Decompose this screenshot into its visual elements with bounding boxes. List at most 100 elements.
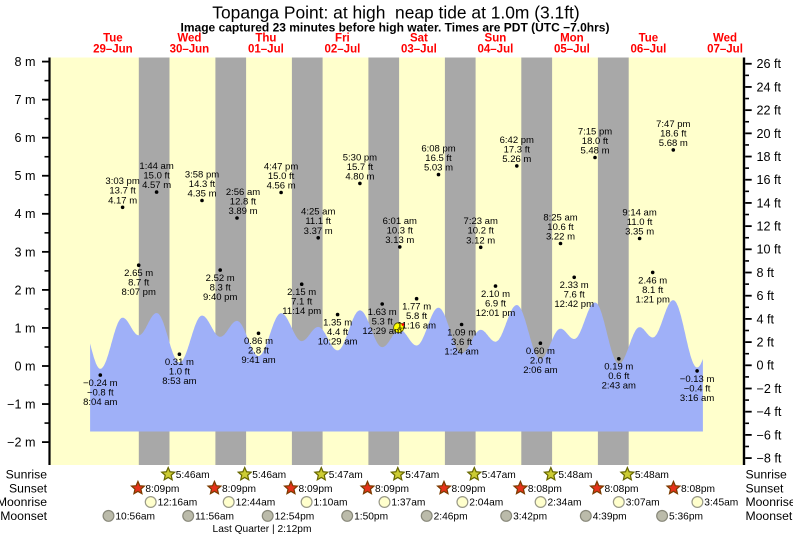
svg-text:−8 ft: −8 ft (757, 451, 782, 465)
svg-text:Tue: Tue (103, 32, 123, 44)
svg-text:5:46am: 5:46am (252, 470, 286, 481)
svg-text:Moonrise: Moonrise (746, 495, 793, 509)
svg-text:12:54pm: 12:54pm (275, 512, 315, 523)
svg-text:Sunrise: Sunrise (746, 468, 788, 482)
svg-text:5.48 m: 5.48 m (580, 146, 609, 157)
svg-text:3:07am: 3:07am (626, 498, 660, 509)
svg-text:3.12 m: 3.12 m (466, 235, 495, 246)
svg-text:3.89 m: 3.89 m (228, 206, 257, 217)
svg-text:12:01 pm: 12:01 pm (476, 308, 516, 319)
svg-text:3.35 m: 3.35 m (625, 227, 654, 238)
svg-text:5:47am: 5:47am (329, 470, 363, 481)
svg-text:3:42pm: 3:42pm (513, 512, 547, 523)
svg-text:9:40 pm: 9:40 pm (203, 292, 237, 303)
svg-text:Moonset: Moonset (0, 509, 47, 523)
svg-text:Wed: Wed (713, 32, 737, 44)
svg-text:8 ft: 8 ft (757, 266, 775, 280)
svg-text:8:04 am: 8:04 am (83, 397, 117, 408)
svg-text:4.35 m: 4.35 m (187, 189, 216, 200)
svg-text:2:06 am: 2:06 am (523, 365, 557, 376)
svg-text:3.37 m: 3.37 m (304, 226, 333, 237)
svg-text:5.68 m: 5.68 m (659, 138, 688, 149)
svg-text:1:24 am: 1:24 am (444, 346, 478, 357)
svg-text:5:48am: 5:48am (635, 470, 669, 481)
svg-text:7 m: 7 m (15, 93, 36, 107)
svg-text:Mon: Mon (560, 32, 584, 44)
svg-text:5:48am: 5:48am (558, 470, 592, 481)
svg-text:4.57 m: 4.57 m (142, 180, 171, 191)
svg-text:Sun: Sun (485, 32, 507, 44)
svg-text:Last Quarter | 2:12pm: Last Quarter | 2:12pm (213, 524, 312, 535)
svg-text:03–Jul: 03–Jul (401, 44, 437, 56)
svg-text:3:45am: 3:45am (704, 498, 738, 509)
svg-text:10 ft: 10 ft (757, 243, 782, 257)
svg-text:11:14 pm: 11:14 pm (282, 306, 321, 317)
svg-text:2:34am: 2:34am (548, 498, 582, 509)
svg-text:22 ft: 22 ft (757, 104, 782, 118)
svg-text:Wed: Wed (177, 32, 201, 44)
svg-text:8:09pm: 8:09pm (299, 484, 333, 495)
svg-text:8:08pm: 8:08pm (605, 484, 639, 495)
svg-text:12:44am: 12:44am (236, 498, 276, 509)
svg-text:Sunset: Sunset (746, 481, 785, 495)
svg-text:Tue: Tue (639, 32, 659, 44)
svg-text:9:41 am: 9:41 am (241, 355, 275, 366)
svg-text:8:09pm: 8:09pm (375, 484, 409, 495)
svg-text:4.56 m: 4.56 m (267, 181, 296, 192)
svg-text:26 ft: 26 ft (757, 57, 782, 71)
svg-text:8:09pm: 8:09pm (452, 484, 486, 495)
svg-text:24 ft: 24 ft (757, 80, 782, 94)
svg-text:12 ft: 12 ft (757, 220, 782, 234)
svg-text:8:09pm: 8:09pm (145, 484, 179, 495)
svg-text:Topanga Point: at high neap t: Topanga Point: at high neap tide at 1.0m… (212, 3, 579, 23)
svg-text:1:37am: 1:37am (391, 498, 425, 509)
svg-text:Fri: Fri (335, 32, 350, 44)
svg-text:01–Jul: 01–Jul (248, 44, 284, 56)
svg-text:5.03 m: 5.03 m (424, 163, 453, 174)
svg-text:4 ft: 4 ft (757, 312, 775, 326)
svg-text:1:10am: 1:10am (314, 498, 348, 509)
svg-text:07–Jul: 07–Jul (707, 44, 743, 56)
svg-text:Moonset: Moonset (746, 509, 793, 523)
svg-text:04–Jul: 04–Jul (477, 44, 513, 56)
svg-text:12:29 am: 12:29 am (362, 326, 402, 337)
svg-text:8:08pm: 8:08pm (528, 484, 562, 495)
svg-text:0 ft: 0 ft (757, 359, 775, 373)
svg-text:5:47am: 5:47am (482, 470, 516, 481)
svg-text:2:04am: 2:04am (469, 498, 503, 509)
svg-text:2 m: 2 m (15, 283, 36, 297)
svg-text:5:46am: 5:46am (176, 470, 210, 481)
svg-text:05–Jul: 05–Jul (554, 44, 590, 56)
svg-text:2:46pm: 2:46pm (434, 512, 468, 523)
svg-text:Sunrise: Sunrise (6, 468, 48, 482)
svg-text:−4 ft: −4 ft (757, 405, 782, 419)
svg-text:1:50pm: 1:50pm (354, 512, 388, 523)
svg-text:29–Jun: 29–Jun (93, 44, 133, 56)
svg-text:Sat: Sat (410, 32, 428, 44)
svg-text:4:39pm: 4:39pm (593, 512, 627, 523)
svg-text:11:16 am: 11:16 am (397, 321, 436, 332)
svg-text:11:56am: 11:56am (195, 512, 234, 523)
svg-text:06–Jul: 06–Jul (630, 44, 666, 56)
svg-text:6 ft: 6 ft (757, 289, 775, 303)
svg-text:−2 ft: −2 ft (757, 382, 782, 396)
svg-text:14 ft: 14 ft (757, 196, 782, 210)
svg-text:3:16 am: 3:16 am (680, 393, 714, 404)
svg-text:5 m: 5 m (15, 169, 36, 183)
svg-text:3.13 m: 3.13 m (385, 235, 414, 246)
svg-text:12:16am: 12:16am (158, 498, 198, 509)
svg-text:10:56am: 10:56am (115, 512, 155, 523)
svg-text:8 m: 8 m (15, 55, 36, 69)
svg-text:0 m: 0 m (15, 359, 36, 373)
svg-text:Sunset: Sunset (9, 481, 48, 495)
svg-text:8:09pm: 8:09pm (222, 484, 256, 495)
svg-text:12:42 pm: 12:42 pm (554, 299, 594, 310)
svg-text:8:08pm: 8:08pm (681, 484, 715, 495)
svg-text:4.80 m: 4.80 m (345, 171, 374, 182)
svg-text:Image captured 23 minutes befo: Image captured 23 minutes before high wa… (181, 21, 610, 35)
svg-text:8:53 am: 8:53 am (162, 376, 196, 387)
svg-text:4.17 m: 4.17 m (108, 195, 137, 206)
svg-text:1:21 pm: 1:21 pm (636, 294, 670, 305)
svg-text:2 ft: 2 ft (757, 336, 775, 350)
svg-text:Thu: Thu (255, 32, 276, 44)
